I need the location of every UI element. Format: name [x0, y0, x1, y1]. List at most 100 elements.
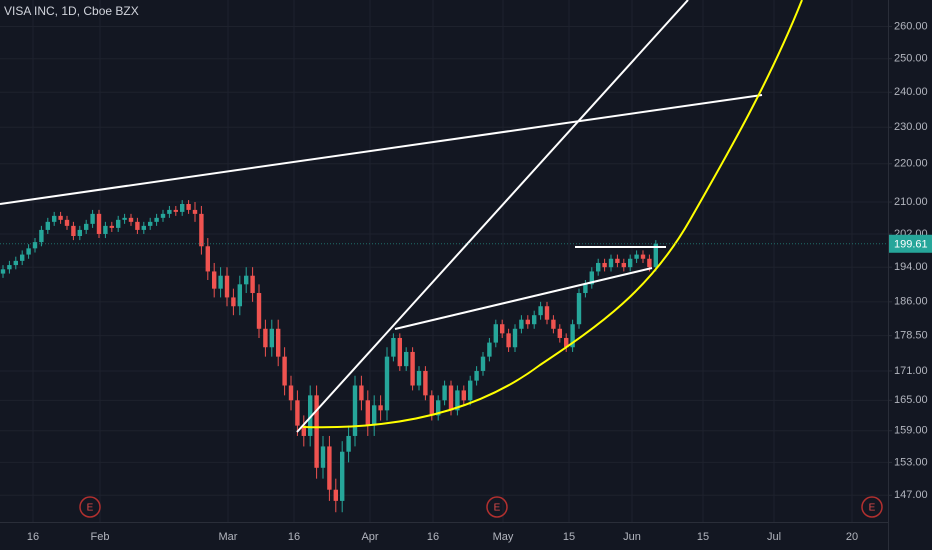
candle-body — [538, 306, 543, 316]
candle-body — [391, 337, 396, 357]
candle-body — [122, 217, 127, 220]
x-tick-label: Apr — [361, 531, 378, 543]
candle-body — [506, 333, 511, 348]
x-tick-label: Mar — [219, 531, 238, 543]
candle-body — [480, 356, 486, 371]
y-tick-label: 147.00 — [894, 489, 928, 501]
last-price-label: 199.61 — [894, 239, 928, 251]
candle-body — [410, 351, 415, 386]
candle-body — [7, 265, 12, 270]
y-tick-label: 153.00 — [894, 456, 928, 468]
candle-body — [423, 370, 428, 396]
candle-body — [295, 400, 300, 426]
candle-body — [557, 328, 562, 338]
candle-body — [13, 260, 18, 266]
candle-body — [237, 284, 242, 307]
candle-body — [109, 225, 114, 228]
candle-body — [154, 217, 159, 222]
candle-body — [532, 315, 537, 325]
candle-body — [442, 385, 447, 401]
candle-body — [461, 390, 466, 401]
x-tick-label: 16 — [427, 531, 439, 543]
candle-body — [26, 248, 31, 255]
candle-body — [288, 385, 294, 401]
candle-body — [589, 271, 594, 285]
candle-body — [615, 258, 620, 263]
candle-body — [378, 405, 383, 411]
candle-body — [205, 246, 210, 272]
candle-body — [250, 275, 255, 294]
x-tick-label: Jul — [767, 531, 781, 543]
candle-body — [525, 319, 530, 325]
event-marker — [79, 496, 101, 518]
candle-body — [551, 319, 556, 329]
candle-body — [52, 215, 57, 222]
y-tick-label: 171.00 — [894, 365, 928, 377]
candle-body — [647, 258, 652, 268]
candle-body — [128, 217, 134, 222]
candle-body — [397, 337, 402, 367]
candle-body — [333, 489, 338, 501]
candle-body — [0, 269, 6, 274]
candle-body — [96, 213, 102, 234]
candle-body — [173, 209, 178, 212]
candle-body — [384, 356, 390, 411]
candle-body — [468, 380, 473, 401]
candle-body — [596, 262, 601, 272]
y-tick-label: 178.50 — [894, 330, 928, 342]
candle-body — [263, 328, 268, 348]
x-tick-label: 15 — [563, 531, 575, 543]
trendline — [0, 94, 763, 205]
candle-body — [653, 243, 658, 268]
candle-body — [429, 395, 434, 416]
candle-body — [634, 254, 639, 259]
candle-body — [340, 451, 345, 501]
candle-body — [71, 225, 76, 237]
x-tick-label: 20 — [846, 531, 858, 543]
candle-body — [84, 223, 89, 230]
y-tick-label: 230.00 — [894, 121, 928, 133]
candle-body — [359, 385, 364, 401]
x-tick-label: Jun — [623, 531, 641, 543]
candle-body — [148, 221, 153, 226]
x-tick-label: 15 — [697, 531, 709, 543]
event-marker — [486, 496, 508, 518]
candle-body — [167, 209, 172, 214]
candle-body — [314, 395, 319, 468]
candle-body — [244, 275, 249, 285]
candle-body — [487, 342, 492, 357]
trendline — [296, 0, 689, 433]
y-tick-label: 210.00 — [894, 196, 928, 208]
y-tick-label: 240.00 — [894, 86, 928, 98]
event-label: E — [87, 503, 94, 514]
candle-body — [199, 213, 204, 247]
candle-body — [218, 275, 223, 289]
candle-body — [39, 229, 44, 243]
candle-body — [416, 370, 422, 386]
event-marker — [861, 496, 883, 518]
candle-body — [352, 385, 358, 436]
candle-body — [103, 225, 108, 234]
candle-body — [45, 221, 50, 230]
x-tick-label: Feb — [91, 531, 110, 543]
candle-body — [186, 204, 191, 210]
candle-body — [512, 328, 518, 348]
y-tick-label: 165.00 — [894, 394, 928, 406]
candle-body — [474, 370, 479, 381]
x-tick-label: 16 — [27, 531, 39, 543]
candle-body — [493, 324, 498, 343]
x-tick-label: May — [493, 531, 514, 543]
candle-body — [320, 446, 326, 468]
candle-body — [346, 435, 351, 452]
candle-body — [160, 213, 166, 218]
candle-body — [32, 242, 38, 249]
candle-body — [628, 258, 633, 268]
candle-body — [77, 229, 82, 237]
candle-body — [231, 297, 236, 307]
candle-body — [282, 356, 287, 386]
candle-body — [256, 293, 262, 329]
candle-body — [404, 351, 409, 367]
y-tick-label: 194.00 — [894, 261, 928, 273]
